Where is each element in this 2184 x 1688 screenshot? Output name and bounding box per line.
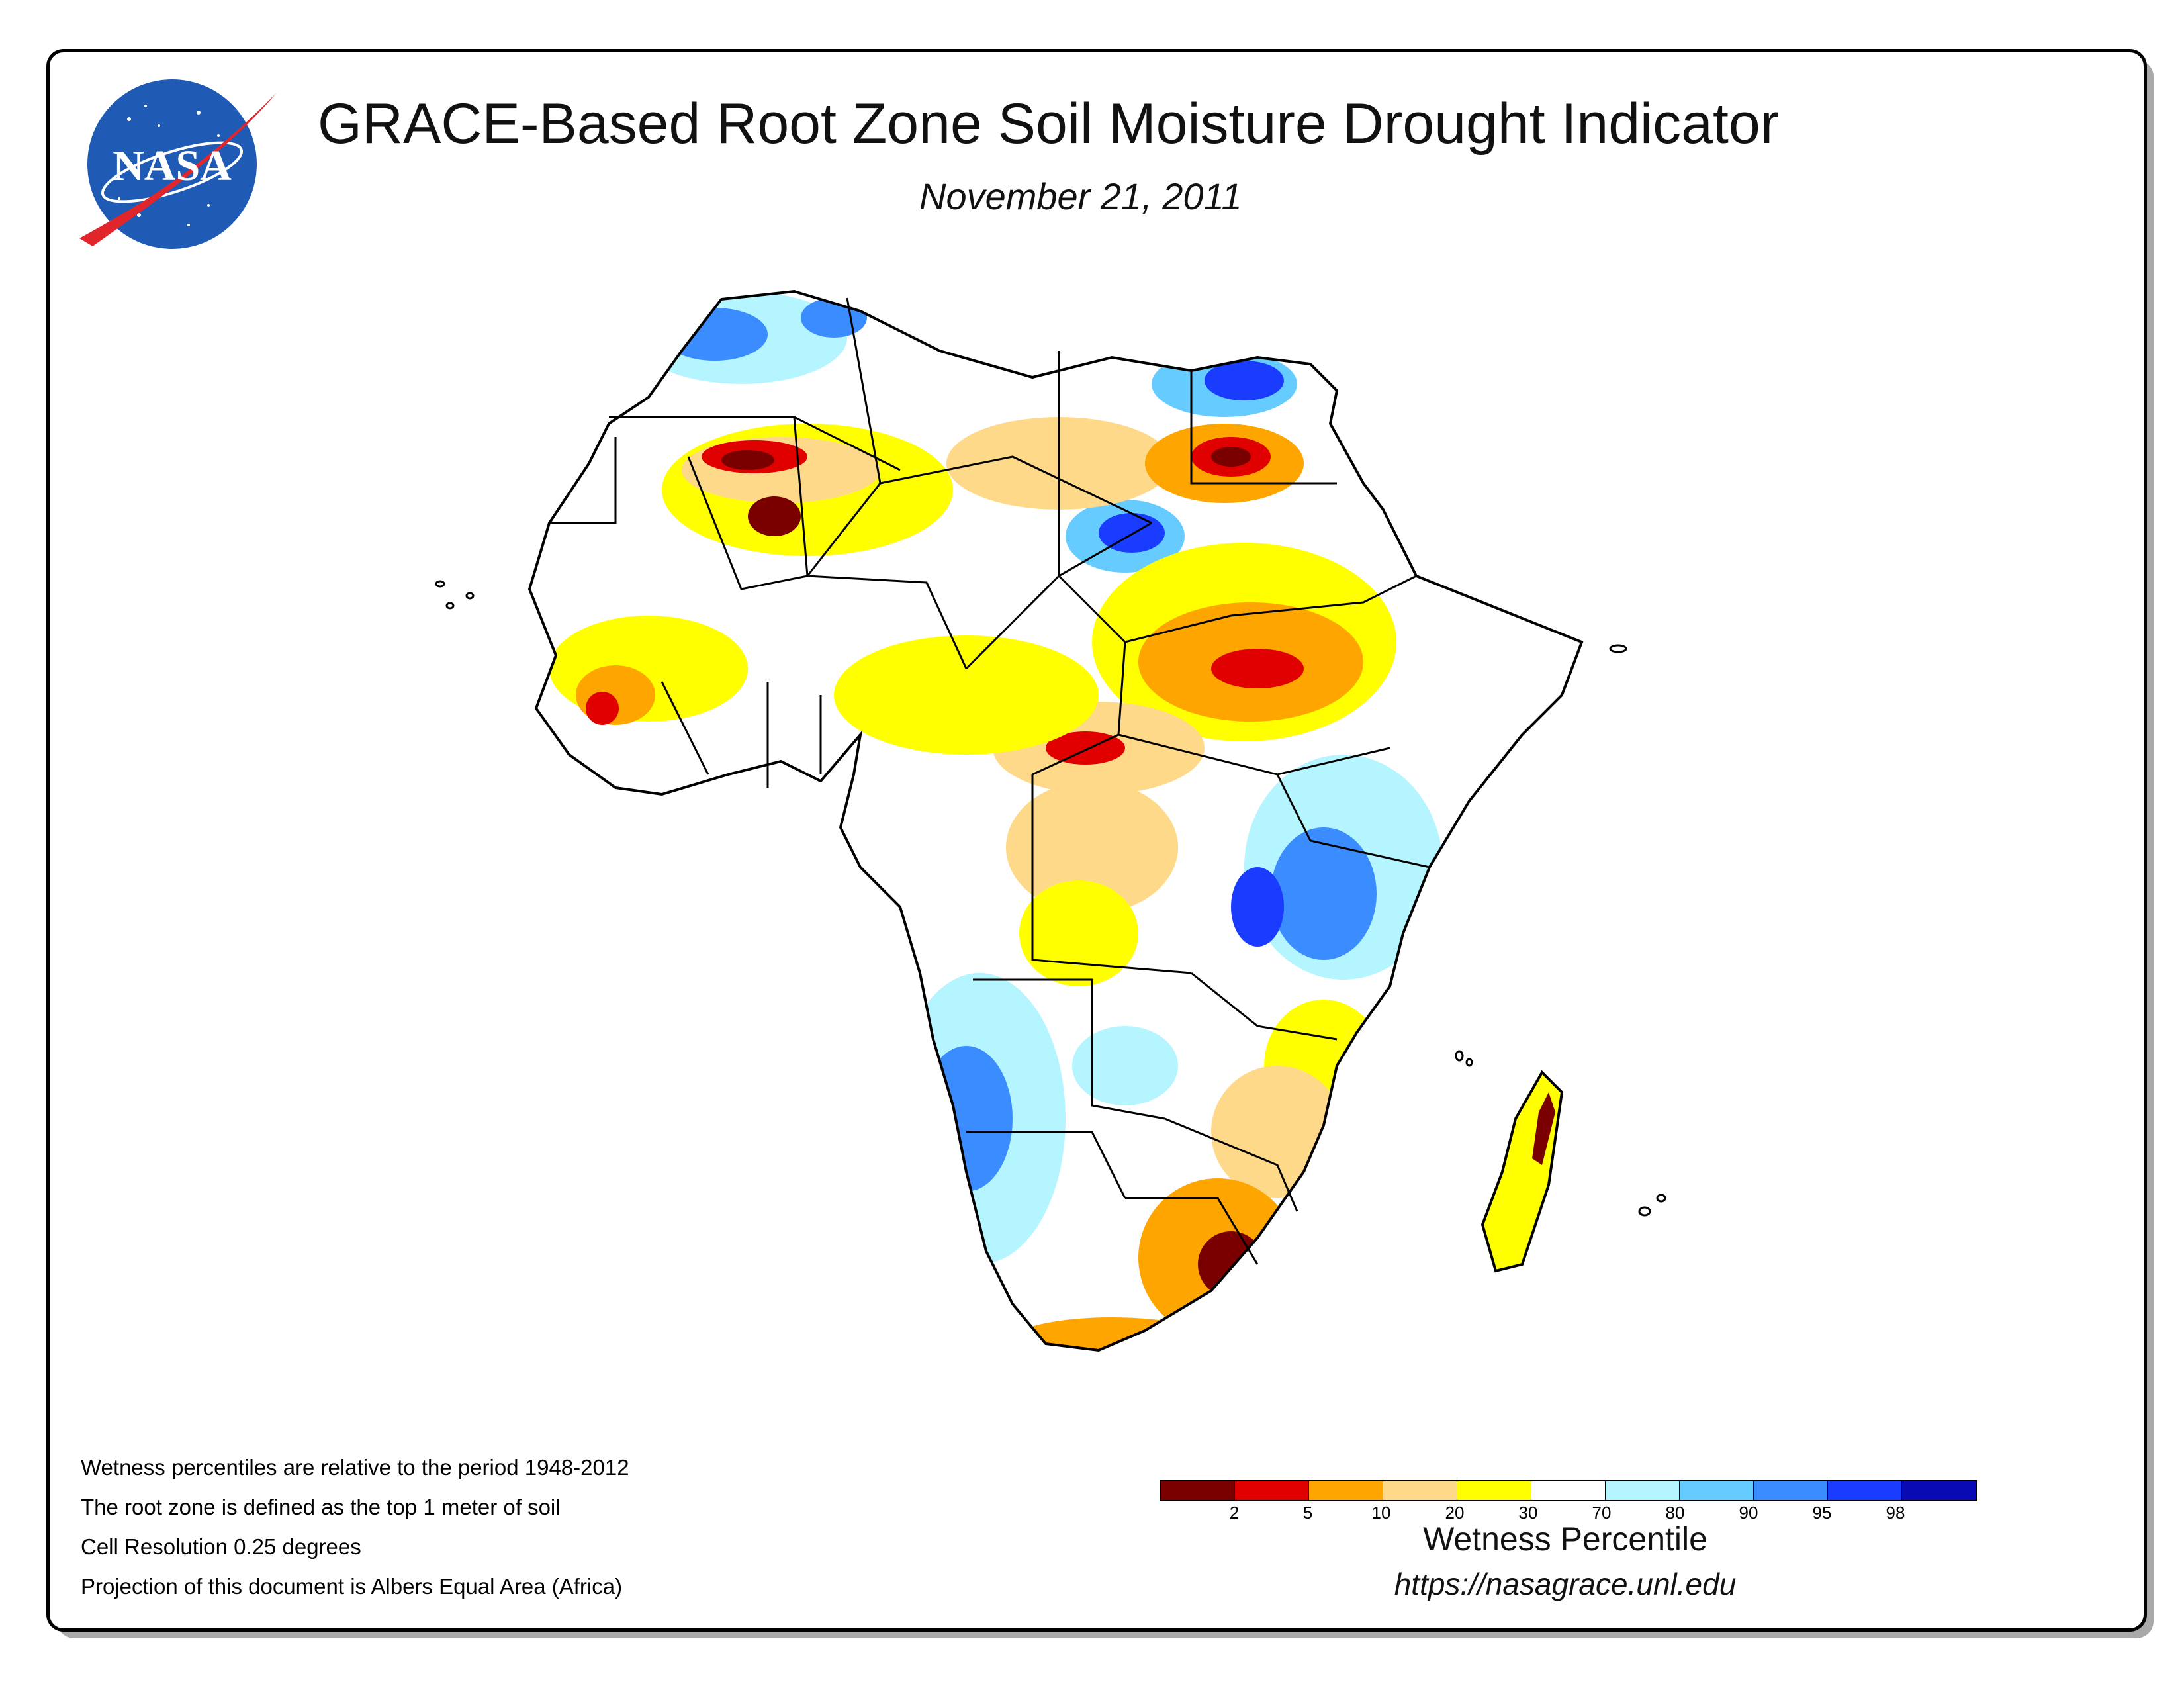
note-projection: Projection of this document is Albers Eq… xyxy=(81,1574,623,1599)
legend-swatch xyxy=(1457,1481,1531,1500)
africa-map xyxy=(435,290,1666,1352)
country-borders xyxy=(549,297,1430,1265)
legend-tick-label: 10 xyxy=(1371,1503,1391,1523)
nasa-logo: NASA xyxy=(79,79,277,249)
legend-tick-label: 95 xyxy=(1812,1503,1832,1523)
legend-swatch xyxy=(1235,1481,1309,1500)
logo-stars xyxy=(118,105,220,226)
legend-swatch xyxy=(1902,1481,1976,1500)
legend-title: Wetness Percentile xyxy=(1423,1521,1707,1558)
source-url: https://nasagrace.unl.edu xyxy=(1394,1567,1737,1601)
legend-swatch xyxy=(1606,1481,1680,1500)
logo-text: NASA xyxy=(113,142,232,190)
map-title: GRACE-Based Root Zone Soil Moisture Drou… xyxy=(318,92,1780,156)
legend-tick-label: 20 xyxy=(1445,1503,1465,1523)
legend-swatch xyxy=(1531,1481,1606,1500)
legend-swatch xyxy=(1383,1481,1457,1500)
logo-vector xyxy=(79,93,277,246)
logo-orbit xyxy=(101,141,244,203)
note-root-zone: The root zone is defined as the top 1 me… xyxy=(81,1495,561,1519)
legend-tick-label: 30 xyxy=(1518,1503,1538,1523)
legend-tick-label: 70 xyxy=(1592,1503,1612,1523)
legend-tick-label: 80 xyxy=(1665,1503,1685,1523)
madagascar-dry-core xyxy=(1532,1092,1555,1165)
legend-tick-label: 2 xyxy=(1229,1503,1240,1523)
logo-disc xyxy=(87,79,257,249)
map-date: November 21, 2011 xyxy=(919,175,1242,217)
legend-swatch xyxy=(1754,1481,1828,1500)
legend-tick-label: 90 xyxy=(1739,1503,1758,1523)
legend-swatch xyxy=(1309,1481,1383,1500)
legend-tick-label: 98 xyxy=(1886,1503,1905,1523)
legend-color-bar xyxy=(1160,1480,1977,1501)
legend-swatch xyxy=(1161,1481,1235,1500)
small-islands xyxy=(435,580,1666,1217)
note-percentile-period: Wetness percentiles are relative to the … xyxy=(81,1455,629,1479)
legend-swatch xyxy=(1828,1481,1902,1500)
note-cell-resolution: Cell Resolution 0.25 degrees xyxy=(81,1534,361,1559)
legend-swatch xyxy=(1680,1481,1754,1500)
legend-tick-label: 5 xyxy=(1302,1503,1313,1523)
